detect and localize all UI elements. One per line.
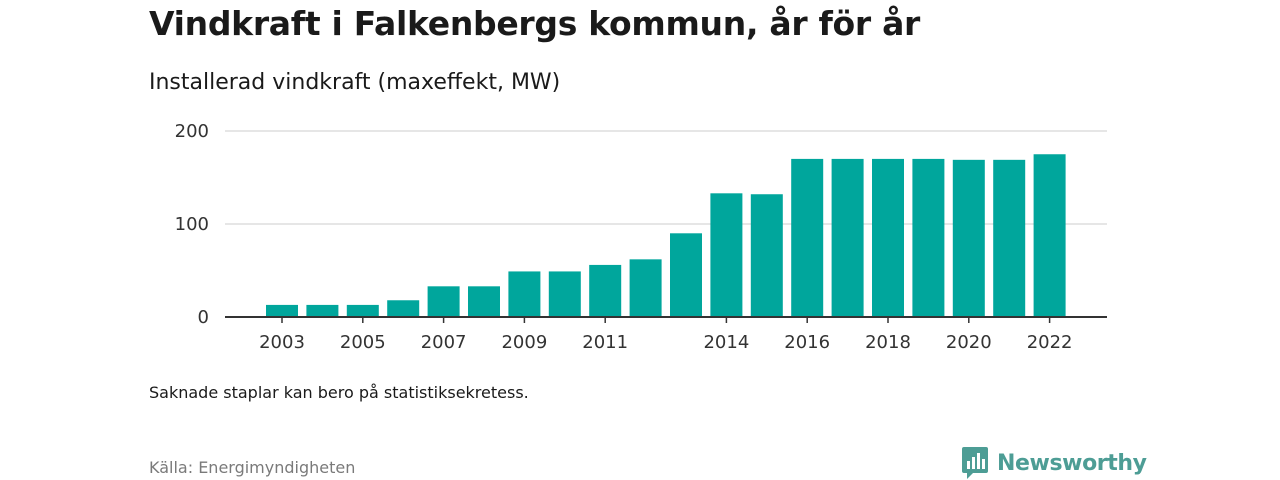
bar-2005 <box>346 304 379 317</box>
x-tick-label: 2007 <box>421 332 467 353</box>
x-tick-label: 2022 <box>1027 332 1073 353</box>
y-tick-label: 100 <box>175 214 209 235</box>
source-label: Källa: Energimyndigheten <box>149 458 356 477</box>
bar-2013 <box>670 233 702 317</box>
bar-2016 <box>791 158 824 317</box>
bars <box>266 154 1066 317</box>
chart-title: Vindkraft i Falkenbergs kommun, år för å… <box>149 4 921 43</box>
bar-2006 <box>387 300 420 317</box>
newsworthy-logo-icon <box>962 447 988 479</box>
bar-2009 <box>508 271 541 317</box>
bar-2020 <box>952 159 985 317</box>
bar-2007 <box>427 286 460 317</box>
bar-2010 <box>548 271 581 317</box>
y-axis-labels: 0 100 200 <box>175 121 209 328</box>
x-axis-labels: 2003 2005 2007 2009 2011 2014 2016 2018 2020 2022 <box>259 317 1073 353</box>
newsworthy-logo: Newsworthy <box>961 446 1147 480</box>
bar-2019 <box>912 158 945 317</box>
bar-2022 <box>1033 154 1066 317</box>
bar-chart: 0 100 200 2003 2005 2007 2009 2011 2014 2016 2018… <box>175 121 1107 353</box>
bar-2017 <box>831 158 864 317</box>
y-tick-label: 0 <box>198 307 209 328</box>
chart-subtitle: Installerad vindkraft (maxeffekt, MW) <box>149 70 561 95</box>
x-tick-label: 2011 <box>582 332 628 353</box>
bar-2011 <box>589 264 622 317</box>
bar-2004 <box>306 304 339 317</box>
x-tick-label: 2005 <box>340 332 386 353</box>
bar-2003 <box>266 304 298 317</box>
bar-2008 <box>468 286 500 317</box>
bar-2021 <box>993 159 1026 317</box>
bar-2018 <box>872 158 904 317</box>
bar-2014 <box>710 193 743 317</box>
x-tick-label: 2016 <box>784 332 830 353</box>
x-tick-label: 2014 <box>703 332 749 353</box>
x-tick-label: 2020 <box>946 332 992 353</box>
x-tick-label: 2018 <box>865 332 911 353</box>
bar-2015 <box>750 194 783 317</box>
bar-2012 <box>629 259 662 317</box>
x-tick-label: 2009 <box>501 332 547 353</box>
brand-name: Newsworthy <box>997 450 1147 476</box>
x-tick-label: 2003 <box>259 332 305 353</box>
y-tick-label: 200 <box>175 121 209 142</box>
footnote: Saknade staplar kan bero på statistiksek… <box>149 383 529 402</box>
